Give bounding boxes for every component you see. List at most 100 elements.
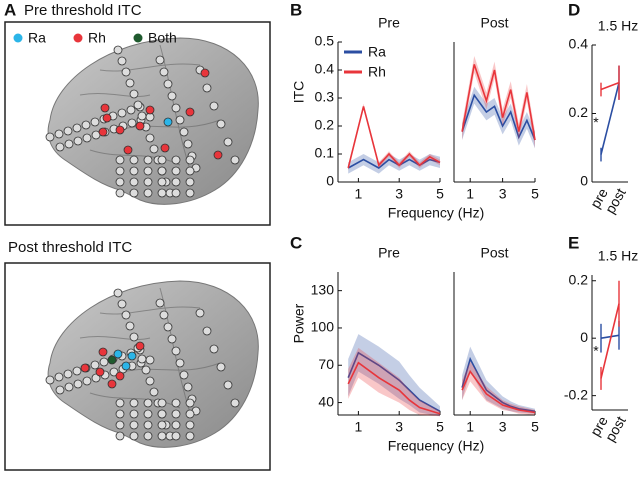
electrode [113,349,123,359]
electrode [121,67,131,77]
panel-letter: D [568,0,580,19]
electrode [121,310,131,320]
electrode [143,188,153,198]
electrode [185,431,195,441]
electrode [157,409,167,419]
electrode [223,380,233,390]
electrode [145,133,155,143]
electrode [179,370,189,380]
y-tick-label: 130 [311,281,335,297]
line [347,106,441,169]
x-tick-label: 5 [531,186,539,202]
y-tick-label: 70 [318,356,334,372]
electrode [171,166,181,176]
electrode [171,103,181,113]
electrode [129,420,139,430]
electrode [213,150,223,160]
electrode [90,117,100,127]
electrode [141,365,151,375]
electrode [202,326,212,336]
y-tick-label: 40 [318,393,334,409]
x-tick-label: 3 [395,186,403,202]
electrode [175,358,185,368]
electrode [223,137,233,147]
electrode [72,366,82,376]
x-tick-label: post [602,185,629,216]
electrode [117,108,127,118]
electrode [125,321,135,331]
electrode [143,420,153,430]
electrode [179,127,189,137]
electrode [171,188,181,198]
electrode [107,355,117,365]
electrode [185,409,195,419]
electrode [98,347,108,357]
electrode [185,420,195,430]
x-tick-label: 3 [499,186,507,202]
electrode [81,120,91,130]
electrode [216,119,226,129]
electrode [171,177,181,187]
panel-title: Post threshold ITC [8,239,132,256]
legend-dot [133,33,143,43]
electrode [73,136,83,146]
electrode [175,115,185,125]
y-axis-label: ITC [291,81,307,104]
electrode [54,129,64,139]
x-tick-label: 1 [355,186,363,202]
electrode [126,105,136,115]
electrode [171,398,181,408]
electrode [145,105,155,115]
electrode [163,79,173,89]
electrode [45,132,55,142]
electrode [82,376,92,386]
electrode [143,155,153,165]
y-axis-label: Power [291,303,307,343]
electrode [125,78,135,88]
line [461,64,536,141]
electrode [73,379,83,389]
panel-letter: A [4,0,16,19]
electrode [113,288,123,298]
electrode [163,322,173,332]
electrode [171,155,181,165]
electrode [102,113,112,123]
electrode [230,155,240,165]
x-tick-label: 5 [436,419,444,435]
electrode [55,142,65,152]
y-tick-label: 0.5 [315,33,335,49]
electrode [121,361,131,371]
electrode [185,107,195,117]
electrode [99,357,109,367]
electrode [143,398,153,408]
electrode [95,367,105,377]
line [461,369,536,414]
y-tick-label: 0.4 [315,61,335,77]
electrode [72,123,82,133]
electrode [167,91,177,101]
chart-title: Post [480,15,508,31]
x-axis-label: Frequency (Hz) [388,205,484,221]
legend-label: Ra [28,30,46,46]
x-tick-label: 3 [499,419,507,435]
electrode [183,382,193,392]
electrode [157,166,167,176]
electrode [200,68,210,78]
electrode [115,188,125,198]
electrode [159,310,169,320]
electrode [157,398,167,408]
electrode [135,341,145,351]
error-band [348,154,440,174]
error-band [462,361,535,415]
line [347,361,441,415]
electrode [133,100,143,110]
legend-label: Rh [88,30,106,46]
panel-box [4,262,271,471]
electrode [115,431,125,441]
brain-image [47,280,259,448]
electrode [216,362,226,372]
electrode [209,344,219,354]
electrode [113,45,123,55]
electrode [171,409,181,419]
electrode [145,355,155,365]
